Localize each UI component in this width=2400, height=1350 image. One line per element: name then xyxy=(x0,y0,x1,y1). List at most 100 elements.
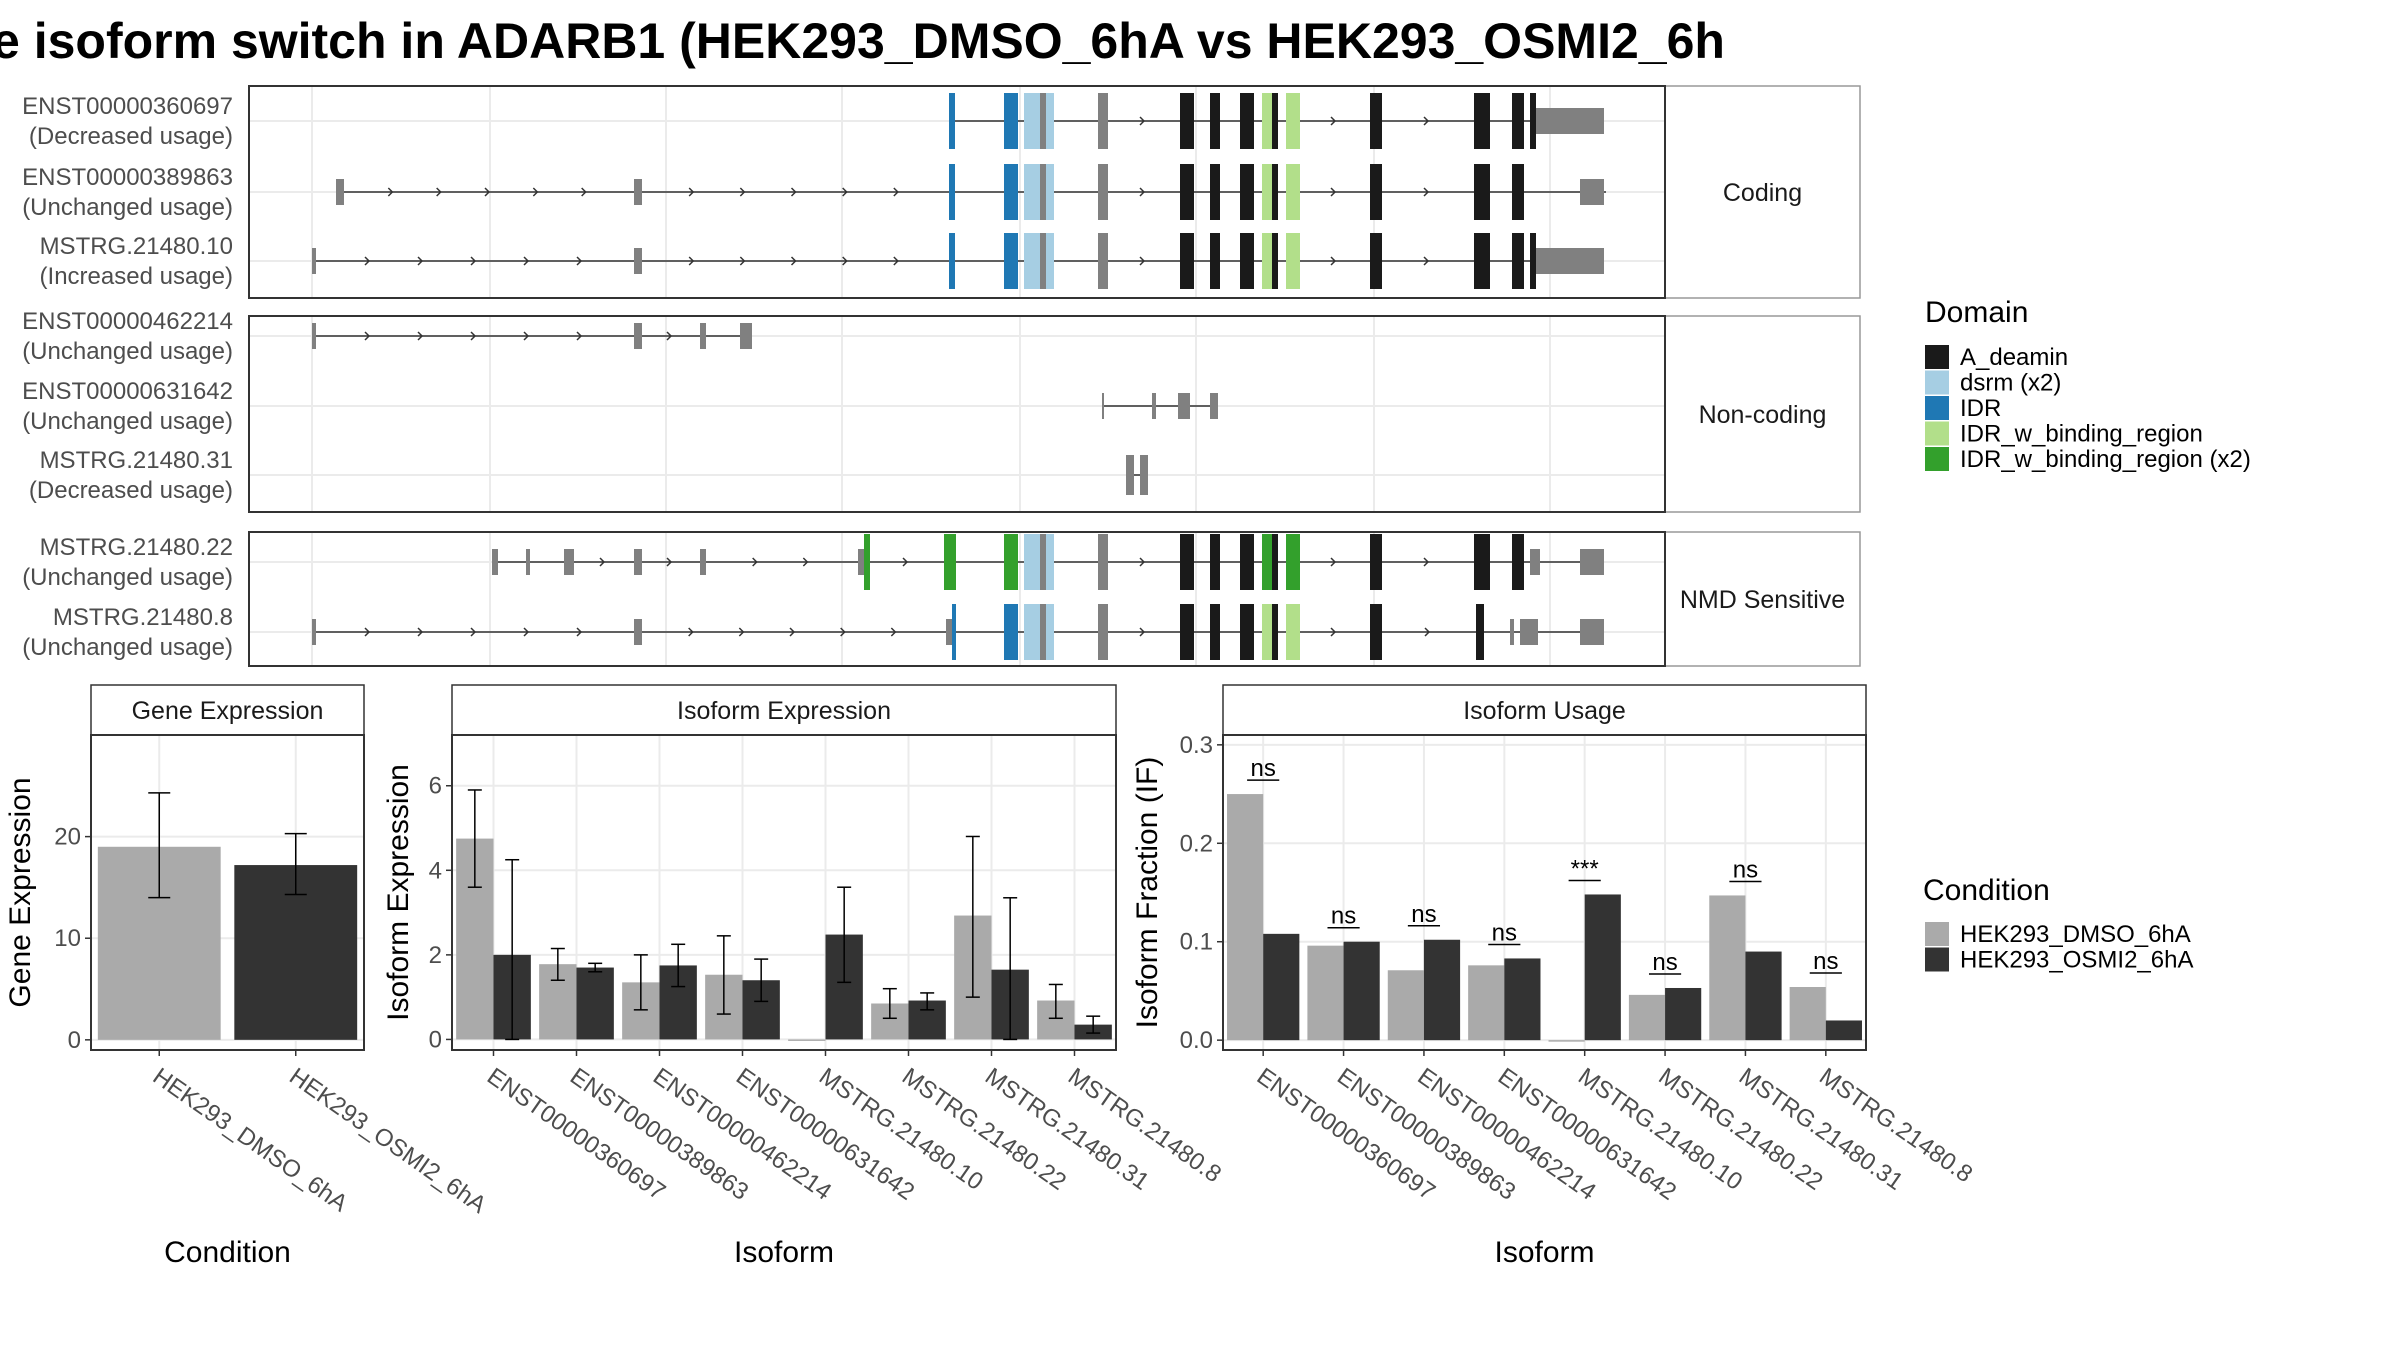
exon-block xyxy=(1040,233,1046,289)
bar xyxy=(1709,895,1746,1041)
gene-expression-chart: Gene ExpressionHEK293_DMSO_6hAHEK293_OSM… xyxy=(4,684,491,1269)
direction-chevron xyxy=(902,557,909,567)
bar xyxy=(1665,987,1702,1041)
transcript-status-label: (Increased usage) xyxy=(40,263,233,290)
exon-block xyxy=(1098,93,1108,149)
y-tick-label: 0.2 xyxy=(1180,830,1213,857)
transcript-id-label: MSTRG.21480.10 xyxy=(40,233,233,260)
y-axis-label: Isoform Expression xyxy=(382,764,415,1021)
direction-chevron xyxy=(688,187,695,197)
domain-exon-block xyxy=(1272,164,1278,220)
direction-chevron xyxy=(1424,627,1431,637)
domain-exon-block xyxy=(1004,164,1018,220)
domain-exon-block xyxy=(1210,93,1220,149)
domain-exon-block xyxy=(1180,164,1194,220)
significance-label: ns xyxy=(1813,948,1838,975)
direction-chevron xyxy=(1330,557,1337,567)
domain-exon-block xyxy=(1024,604,1040,660)
exon-block xyxy=(1040,534,1046,590)
domain-exon-block xyxy=(1474,534,1490,590)
domain-exon-block xyxy=(1004,534,1018,590)
domain-exon-block xyxy=(1512,164,1524,220)
transcript-id-label: ENST00000360697 xyxy=(22,93,233,120)
bar xyxy=(1227,794,1264,1041)
chart-border xyxy=(1222,734,1867,1051)
direction-chevron xyxy=(752,557,758,567)
domain-exon-block xyxy=(1180,233,1194,289)
exon-block xyxy=(1152,393,1156,419)
direction-chevron xyxy=(523,331,530,341)
direction-chevron xyxy=(738,627,745,637)
domain-exon-block xyxy=(1180,93,1194,149)
x-axis-label: Isoform xyxy=(1494,1236,1594,1269)
bar xyxy=(1423,939,1461,1041)
direction-chevron xyxy=(470,256,477,266)
domain-exon-block xyxy=(1286,534,1300,590)
exon-block xyxy=(1126,455,1134,495)
direction-chevron xyxy=(842,256,848,266)
bar xyxy=(1789,987,1826,1041)
domain-exon-block xyxy=(1286,233,1300,289)
significance-label: ns xyxy=(1331,903,1356,930)
domain-exon-block xyxy=(1210,233,1220,289)
y-tick-label: 2 xyxy=(429,942,442,969)
direction-chevron xyxy=(739,187,746,197)
direction-chevron xyxy=(1139,557,1146,567)
exon-block xyxy=(1140,455,1148,495)
section-label-non-coding: Non-coding xyxy=(1699,401,1827,429)
direction-chevron xyxy=(1423,256,1430,266)
domain-exon-block xyxy=(952,604,956,660)
direction-chevron xyxy=(1423,187,1430,197)
significance-label: ns xyxy=(1492,919,1517,946)
domain-legend-label: IDR_w_binding_region xyxy=(1960,421,2203,448)
domain-exon-block xyxy=(1210,534,1220,590)
x-axis-label: Isoform xyxy=(734,1236,834,1269)
y-tick-label: 0 xyxy=(429,1026,442,1053)
domain-legend-title: Domain xyxy=(1925,296,2028,329)
domain-exon-block xyxy=(1240,164,1254,220)
direction-chevron xyxy=(417,256,424,266)
domain-exon-block xyxy=(1530,233,1536,289)
direction-chevron xyxy=(364,627,371,637)
exon-block xyxy=(1040,93,1046,149)
chart-strip xyxy=(1222,684,1867,736)
structure-panel-border xyxy=(248,315,1666,513)
chart-title: Gene Expression xyxy=(132,697,324,725)
chart-strip xyxy=(90,684,365,736)
direction-chevron xyxy=(484,187,491,197)
domain-exon-block xyxy=(1474,233,1490,289)
exon-block xyxy=(1040,164,1046,220)
structure-panel-border xyxy=(248,531,1666,667)
section-label-coding: Coding xyxy=(1723,179,1802,207)
exon-block xyxy=(1178,393,1190,419)
domain-exon-block xyxy=(1262,233,1272,289)
condition-legend-label: HEK293_OSMI2_6hA xyxy=(1960,947,2193,974)
domain-exon-block xyxy=(1370,534,1382,590)
direction-chevron xyxy=(581,187,587,197)
bar xyxy=(1307,945,1344,1041)
exon-block xyxy=(1102,393,1104,419)
domain-exon-block xyxy=(1046,93,1054,149)
domain-exon-block xyxy=(1530,93,1536,149)
direction-chevron xyxy=(417,331,424,341)
domain-exon-block xyxy=(1240,534,1254,590)
structure-panel-bg xyxy=(249,532,1665,666)
domain-exon-block xyxy=(1262,93,1272,149)
domain-exon-block xyxy=(1240,93,1254,149)
domain-exon-block xyxy=(1262,604,1272,660)
domain-exon-block xyxy=(1180,604,1194,660)
domain-exon-block xyxy=(1180,534,1194,590)
domain-exon-block xyxy=(1512,93,1524,149)
domain-exon-block xyxy=(1004,233,1018,289)
domain-exon-block xyxy=(949,93,955,149)
bar xyxy=(1548,1040,1585,1042)
direction-chevron xyxy=(364,331,371,341)
exon-block xyxy=(634,248,642,274)
bar xyxy=(1343,941,1380,1041)
domain-exon-block xyxy=(1370,604,1382,660)
direction-chevron xyxy=(893,256,899,266)
domain-exon-block xyxy=(864,534,870,590)
chart-border xyxy=(451,734,1117,1051)
transcript-id-label: MSTRG.21480.22 xyxy=(40,534,233,561)
